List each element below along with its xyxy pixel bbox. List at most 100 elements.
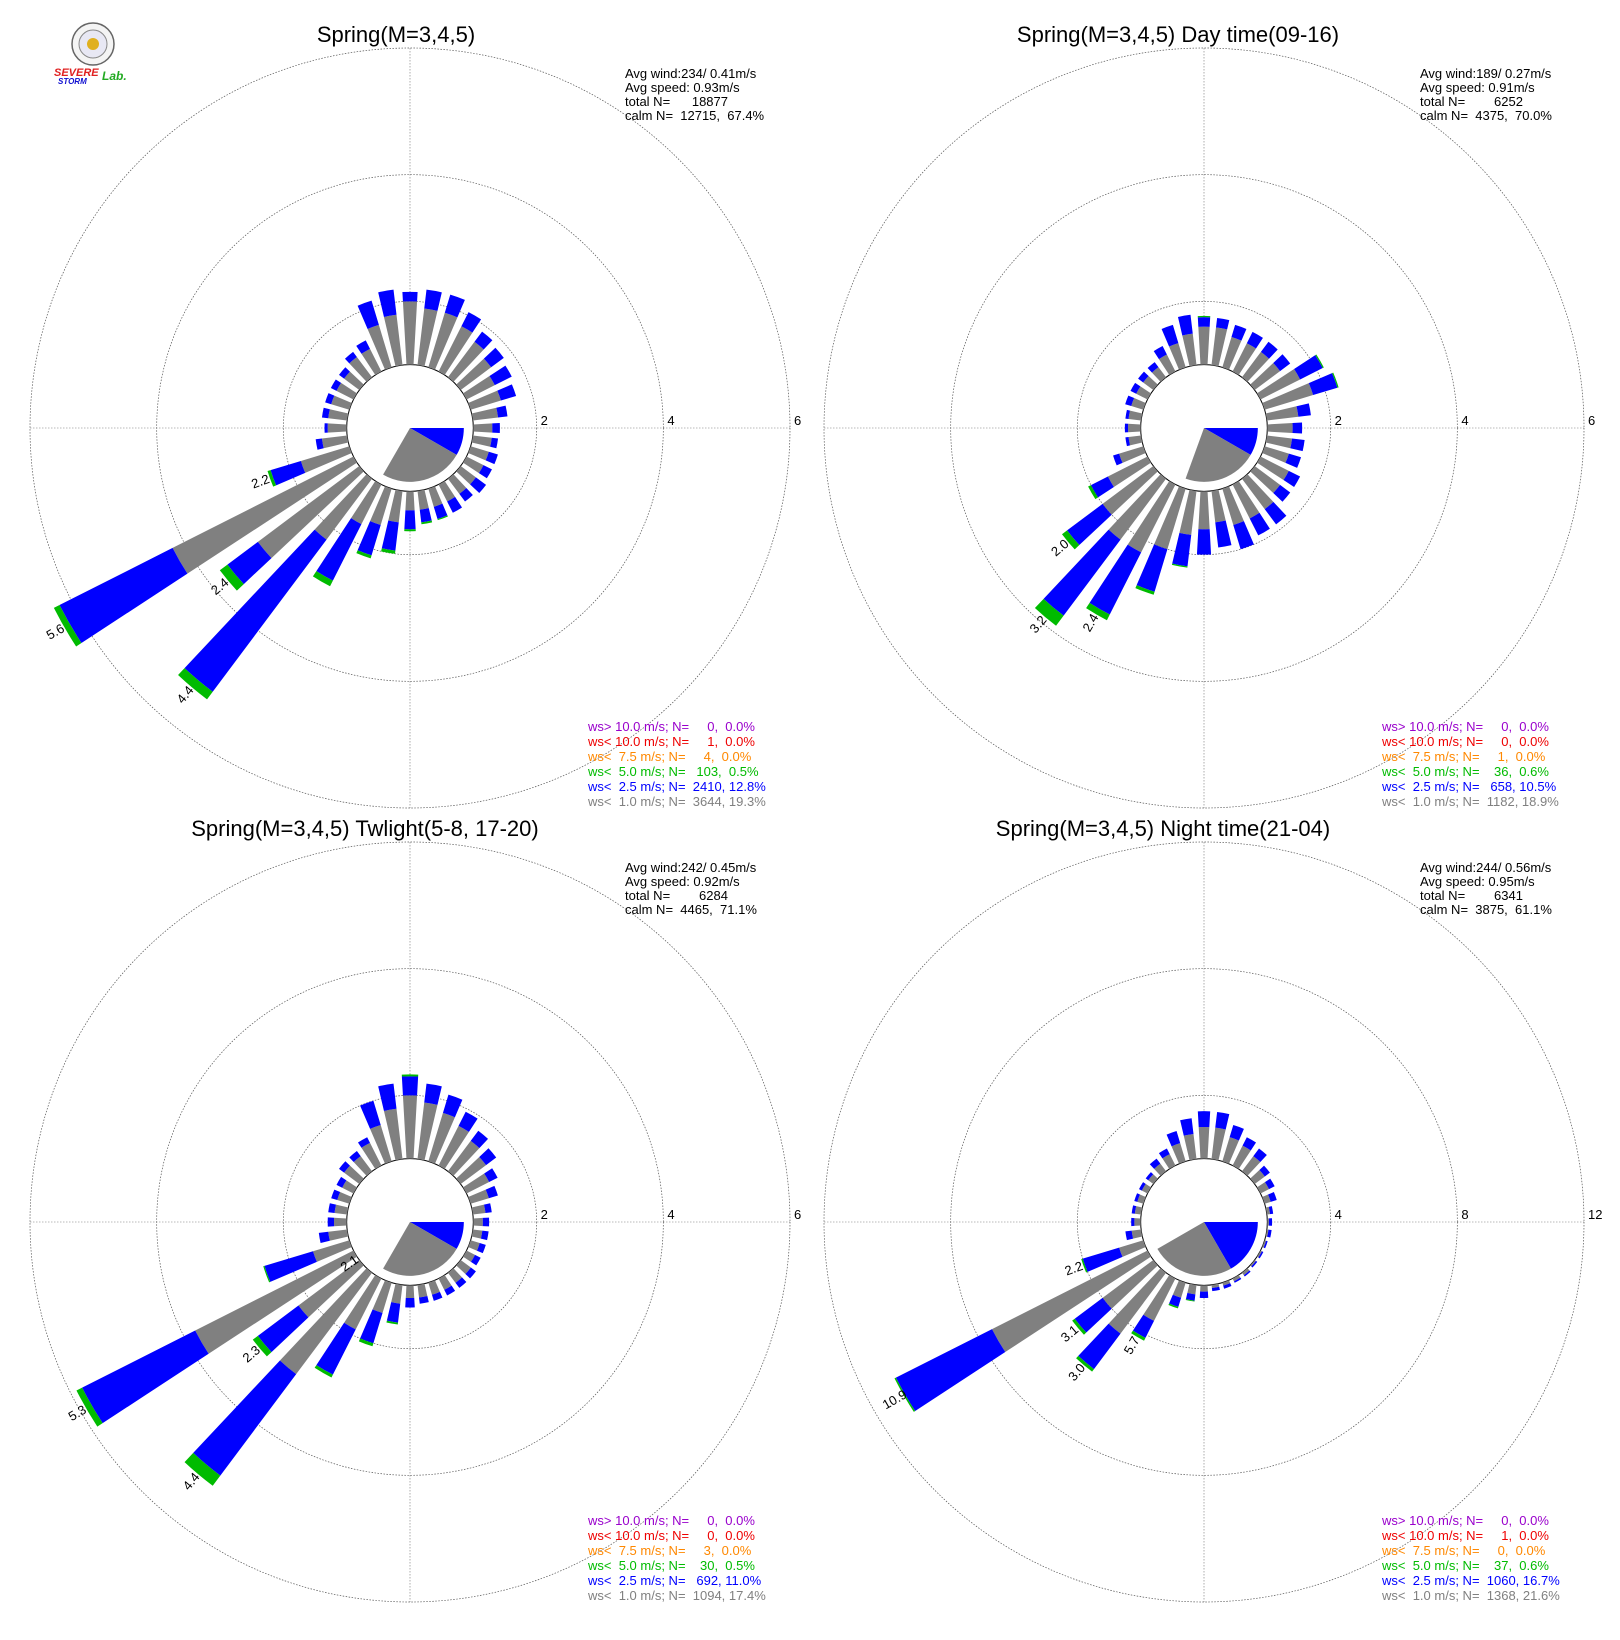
bar-300-lt1 [342,1180,358,1194]
bar-260-lt2-5 [1125,1230,1134,1241]
legend-entry-4: ws< 5.0 m/s; N= 103, 0.5% [587,764,759,779]
ring-2 [156,174,664,682]
stat-line-4: calm N= 3875, 61.1% [1420,902,1552,917]
bar-220-lt5 [1076,1355,1094,1372]
bar-240-lt5 [53,605,82,647]
bar-280-lt2-5 [321,407,330,419]
stat-line-2: Avg speed: 0.93m/s [625,80,740,95]
legend-entry-2: ws< 10.0 m/s; N= 1, 0.0% [587,734,755,749]
bar-130-lt2-5 [1251,1260,1258,1268]
calm-wedge-2 [1157,1222,1231,1276]
bar-190-lt2-5 [1185,1292,1196,1301]
bar-0-lt2-5 [1197,317,1211,327]
bar-300-lt2-5 [1138,1182,1146,1191]
bar-250-lt2-5 [270,460,306,486]
bar-10-lt2-5 [1215,1111,1230,1130]
stat-line-3: total N= 6341 [1420,888,1523,903]
stat-line-2: Avg speed: 0.95m/s [1420,874,1535,889]
ring-label-3: 12 [1588,1207,1602,1222]
ring-1 [282,1094,538,1350]
bar-130-lt1 [456,1259,471,1275]
bar-30-lt2-5 [1246,331,1263,349]
bar-60-lt5 [1315,354,1324,369]
bar-20-lt1 [1222,1137,1239,1164]
bar-190-lt1 [1187,1283,1197,1295]
bar-0-lt5 [401,1074,419,1077]
bar-240-lt5 [1088,485,1099,500]
ring-label-3: 6 [794,1207,801,1222]
bar-60-lt1 [1256,369,1301,400]
stat-line-1: Avg wind:234/ 0.41m/s [625,66,757,81]
bar-50-lt2-5 [1273,354,1291,372]
bar-0-lt2-5 [1197,1111,1211,1128]
bar-120-lt1 [1256,1250,1262,1258]
bar-10-lt1 [1211,327,1228,367]
bar-350-lt1 [383,314,403,367]
legend-entry-1: ws> 10.0 m/s; N= 0, 0.0% [587,719,755,734]
bar-280-lt2-5 [1131,1205,1137,1214]
bar-60-lt1 [462,375,495,400]
bar-value-label-5: 2.2 [1063,1258,1085,1278]
stat-line-3: total N= 6284 [625,888,728,903]
bar-200-lt2-5 [1169,1294,1182,1307]
bar-210-lt2-5 [316,518,362,581]
bar-190-lt1 [1179,489,1197,535]
bar-130-lt2-5 [470,477,487,494]
bar-160-lt1 [1222,1280,1231,1286]
bar-260-lt1 [1128,435,1143,446]
bar-230-lt2-5 [227,541,272,585]
legend-entry-2: ws< 10.0 m/s; N= 1, 0.0% [1381,1528,1549,1543]
bar-160-lt1 [428,1280,440,1295]
bar-200-lt5 [1168,1303,1179,1309]
bar-220-lt1 [279,1268,373,1375]
bar-300-lt1 [1141,1183,1152,1194]
bar-220-lt1 [314,474,373,540]
bar-320-lt2-5 [1147,362,1159,373]
bar-60-lt2-5 [1264,1178,1275,1190]
bar-250-lt5 [1081,1258,1088,1273]
bar-170-lt1 [1211,1283,1220,1289]
calm-wedge-1 [1204,428,1258,455]
bar-100-lt2-5 [480,1230,489,1241]
legend-entry-3: ws< 7.5 m/s; N= 1, 0.0% [1381,749,1546,764]
bar-130-lt2-5 [465,1267,476,1279]
calm-wedge-2 [1185,428,1251,482]
panel-title: Spring(M=3,4,5) Day time(09-16) [1017,22,1339,47]
bar-50-lt1 [456,1156,487,1185]
bar-230-lt2-5 [257,1305,309,1353]
bar-50-lt1 [1250,1169,1265,1185]
bar-90-lt2-5 [492,422,500,434]
bar-10-lt1 [1211,1127,1226,1161]
panel-title: Spring(M=3,4,5) Twlight(5-8, 17-20) [191,816,538,841]
calm-wedge-1 [410,1222,464,1249]
bar-190-lt2-5 [381,520,399,551]
bar-270-lt2-5 [1131,1217,1135,1227]
bar-110-lt1 [468,1240,480,1251]
bar-150-lt1 [438,480,456,502]
bar-110-lt2-5 [485,451,498,465]
bar-40-lt1 [447,341,484,382]
bar-320-lt1 [349,357,373,382]
stat-line-4: calm N= 4465, 71.1% [625,902,757,917]
bar-200-lt1 [1172,1280,1186,1298]
bar-170-lt5 [421,520,433,525]
bar-310-lt2-5 [339,367,350,379]
bar-200-lt1 [370,486,392,526]
bar-340-lt2-5 [1161,324,1179,347]
bar-310-lt1 [344,1165,364,1185]
bar-210-lt2-5 [1132,1314,1155,1338]
bar-260-lt2-5 [315,438,324,450]
legend-entry-6: ws< 1.0 m/s; N= 1182, 18.9% [1381,794,1559,809]
legend-entry-5: ws< 2.5 m/s; N= 2410, 12.8% [587,779,766,794]
bar-290-lt2-5 [331,1189,341,1201]
severe-storm-lab-logo: SEVERE STORM Lab. [54,22,127,86]
ring-1 [1076,1094,1332,1350]
ring-label-2: 8 [1461,1207,1468,1222]
bar-260-lt1 [328,1229,349,1241]
bar-240-lt1 [172,456,358,574]
bar-230-lt5 [252,1335,272,1357]
bar-20-lt2-5 [444,294,465,318]
bar-290-lt1 [1137,1194,1146,1204]
bar-330-lt2-5 [1158,1148,1170,1159]
